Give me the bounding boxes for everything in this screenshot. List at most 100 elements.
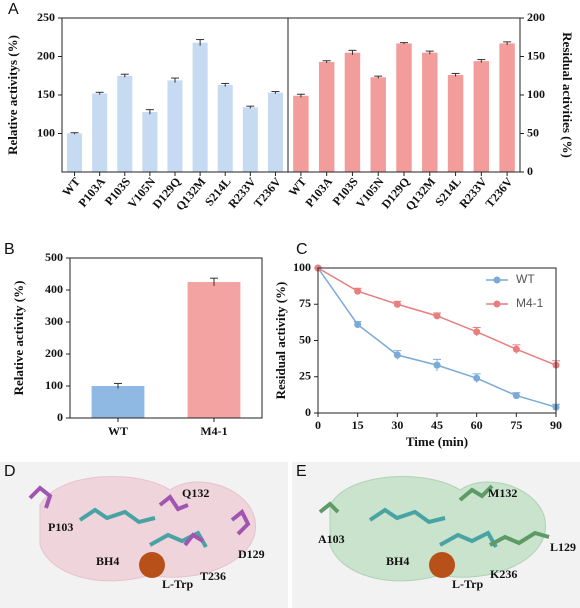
plot-frame: [69, 257, 263, 419]
y-axis-title: Relative activitys (%): [5, 35, 20, 155]
structure-label: BH4: [96, 554, 119, 568]
plot-frame: [287, 17, 521, 173]
y-axis-title: Residual activities (%): [560, 32, 575, 158]
surface: [39, 476, 256, 582]
structure-label: L-Trp: [452, 577, 483, 591]
residue: [458, 484, 494, 502]
bar: [92, 93, 108, 172]
y-tick-label: 100: [293, 260, 311, 274]
structure-label: L-Trp: [162, 577, 193, 591]
point: [354, 321, 362, 329]
bar: [91, 386, 145, 418]
bar: [192, 42, 208, 172]
y-tick-label: 150: [37, 87, 55, 101]
structure-label: D129: [238, 547, 265, 561]
y-tick-label: 0: [527, 164, 533, 178]
bar: [422, 52, 438, 172]
bar: [67, 133, 83, 172]
y-axis-title: Residual activity (%): [273, 282, 288, 400]
bar: [318, 61, 335, 172]
panel-label: E: [296, 463, 307, 480]
y-tick-label: 300: [45, 314, 63, 328]
bar: [370, 77, 386, 172]
bar: [217, 84, 233, 172]
bar: [499, 43, 515, 172]
y-tick-label: 200: [37, 48, 55, 62]
panel-label: C: [296, 241, 308, 258]
x-axis-title: Time (min): [406, 434, 468, 449]
x-tick-label: WT: [108, 424, 128, 438]
y-tick-label: 100: [45, 378, 63, 392]
structure-label: T236: [200, 569, 226, 583]
plot-frame: [317, 267, 557, 414]
bar: [344, 52, 361, 172]
x-tick-label: P103A: [75, 174, 108, 209]
bar: [167, 80, 183, 172]
x-tick-label: R233V: [456, 174, 490, 210]
point: [512, 345, 520, 353]
y-tick-label: 400: [45, 282, 63, 296]
residue: [183, 532, 205, 547]
bar: [473, 61, 490, 173]
residue: [28, 485, 53, 509]
structure-label: P103: [48, 520, 73, 534]
ligand: [78, 507, 156, 525]
legend-marker: [493, 300, 501, 308]
residue: [489, 530, 550, 547]
residue: [158, 494, 189, 512]
legend-marker: [493, 276, 501, 284]
ligand: [439, 530, 498, 548]
y-tick-label: 150: [527, 48, 545, 62]
legend-label: WT: [516, 272, 535, 286]
x-tick-label: 15: [352, 418, 364, 432]
legend-label: M4-1: [516, 296, 544, 310]
point: [473, 328, 481, 336]
bar: [117, 75, 133, 172]
structure-label: L129: [550, 540, 576, 554]
y-tick-label: 75: [299, 296, 311, 310]
y-axis-title: Relative activity (%): [11, 281, 26, 396]
x-tick-label: 0: [315, 418, 321, 432]
bar: [187, 282, 241, 418]
y-tick-label: 0: [305, 405, 311, 419]
point: [433, 361, 441, 369]
structure-label: Q132: [182, 486, 209, 500]
y-tick-label: 250: [37, 10, 55, 24]
y-tick-label: 500: [45, 250, 63, 264]
point: [393, 300, 401, 308]
point: [354, 287, 362, 295]
residue: [318, 501, 340, 514]
x-tick-label: T236V: [251, 174, 284, 210]
bar: [396, 43, 412, 172]
ligand: [368, 507, 446, 525]
structure-label: M132: [488, 486, 517, 500]
x-tick-label: 30: [391, 418, 403, 432]
bar: [242, 107, 258, 172]
bar: [142, 111, 158, 172]
bar: [267, 92, 283, 172]
y-tick-label: 200: [45, 346, 63, 360]
y-tick-label: 50: [527, 125, 539, 139]
y-tick-label: 50: [299, 332, 311, 346]
point: [512, 392, 520, 400]
structure-d: P103 Q132 D129 T236 BH4 L-Trp: [0, 462, 288, 608]
x-tick-label: 75: [510, 418, 522, 432]
x-tick-label: M4-1: [200, 424, 227, 438]
y-tick-label: 0: [57, 410, 63, 424]
residue: [230, 508, 251, 536]
x-tick-label: R233V: [225, 174, 259, 210]
y-tick-label: 100: [37, 125, 55, 139]
iron: [139, 552, 165, 578]
y-tick-label: 100: [527, 87, 545, 101]
point: [473, 374, 481, 382]
x-tick-label: 60: [471, 418, 483, 432]
panel-label: B: [4, 241, 15, 258]
y-tick-label: 25: [299, 369, 311, 383]
bar: [447, 74, 464, 172]
y-tick-label: 200: [527, 10, 545, 24]
x-tick-label: 90: [550, 418, 562, 432]
panel-label: D: [4, 463, 16, 480]
structure-label: K236: [490, 567, 517, 581]
